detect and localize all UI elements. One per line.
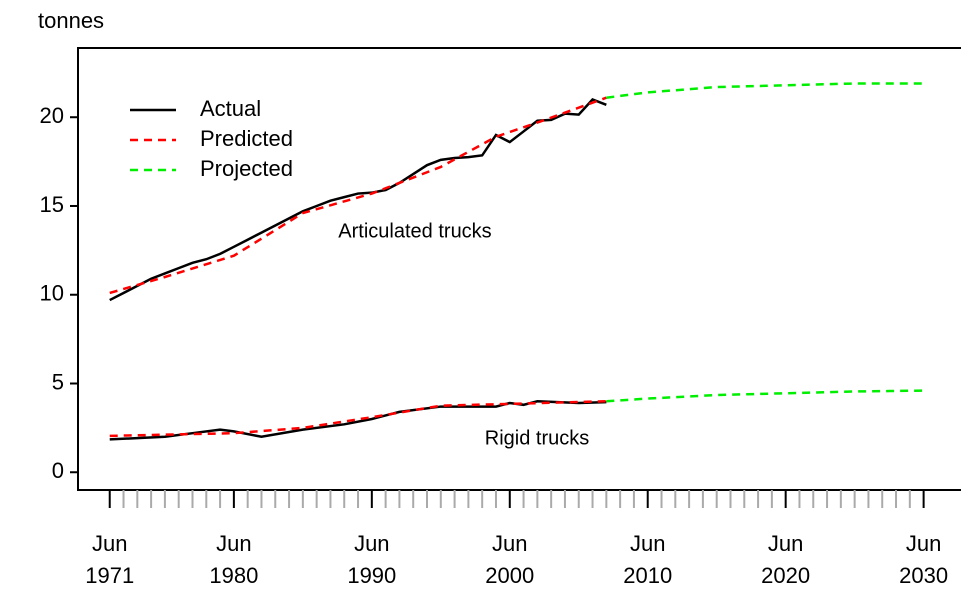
legend-label: Projected [200,156,293,181]
y-tick-label: 5 [52,369,64,394]
x-tick-label: Jun 2020 [761,531,811,588]
x-tick-label: Jun 2030 [899,531,949,588]
x-tick-label: Jun 2010 [623,531,673,588]
series-line [606,82,924,99]
y-tick-label: 0 [52,458,64,483]
x-tick-label: Jun 1990 [347,531,397,588]
x-tick-label: Jun 2000 [485,531,535,588]
x-tick-label: Jun 1980 [209,531,259,588]
series-line [606,389,924,403]
legend-label: Actual [200,96,261,121]
series-line [109,98,607,302]
annotation: Articulated trucks [338,220,491,242]
x-tick-label: Jun 1971 [85,531,135,588]
y-axis-label: tonnes [38,8,104,33]
plot-frame [77,47,961,491]
legend-label: Predicted [200,126,293,151]
annotation: Rigid trucks [485,427,589,449]
y-tick-label: 10 [40,281,64,306]
y-tick-label: 15 [40,192,64,217]
y-tick-label: 20 [40,103,64,128]
series-line [109,96,607,295]
